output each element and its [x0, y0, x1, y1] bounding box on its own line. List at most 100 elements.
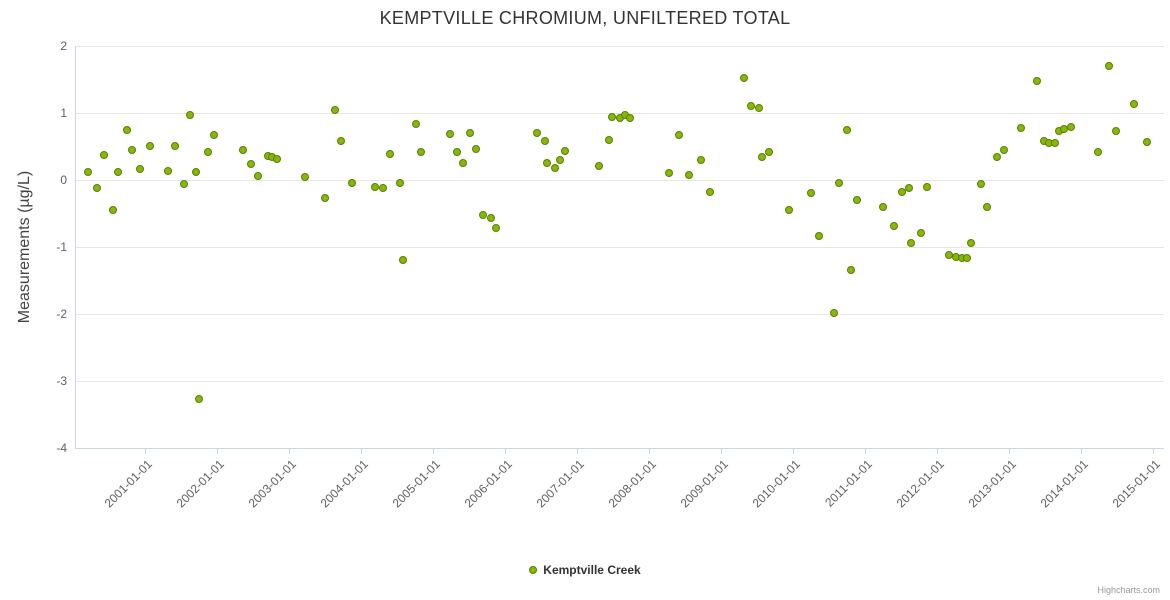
- data-point[interactable]: [417, 147, 426, 156]
- data-point[interactable]: [194, 395, 203, 404]
- data-point[interactable]: [835, 178, 844, 187]
- data-point[interactable]: [897, 188, 906, 197]
- data-point[interactable]: [445, 129, 454, 138]
- data-point[interactable]: [1104, 62, 1113, 71]
- data-point[interactable]: [272, 155, 281, 164]
- legend-item-kemptville-creek[interactable]: Kemptville Creek: [529, 563, 641, 577]
- data-point[interactable]: [740, 74, 749, 83]
- x-axis-tick: [649, 448, 651, 454]
- data-point[interactable]: [765, 147, 774, 156]
- data-point[interactable]: [1067, 123, 1076, 132]
- data-point[interactable]: [1112, 127, 1121, 136]
- data-point[interactable]: [551, 163, 560, 172]
- x-axis-label: 2010-01-01: [749, 457, 803, 511]
- data-point[interactable]: [905, 184, 914, 193]
- data-point[interactable]: [1130, 100, 1139, 109]
- data-point[interactable]: [453, 147, 462, 156]
- data-point[interactable]: [665, 169, 674, 178]
- data-point[interactable]: [561, 147, 570, 156]
- grid-line: [75, 381, 1164, 382]
- data-point[interactable]: [253, 171, 262, 180]
- data-point[interactable]: [145, 141, 154, 150]
- data-point[interactable]: [203, 147, 212, 156]
- data-point[interactable]: [696, 155, 705, 164]
- data-point[interactable]: [163, 167, 172, 176]
- data-point[interactable]: [247, 159, 256, 168]
- x-axis-label: 2012-01-01: [893, 457, 948, 511]
- data-point[interactable]: [486, 214, 495, 223]
- data-point[interactable]: [192, 167, 200, 176]
- data-point[interactable]: [543, 159, 552, 168]
- data-point[interactable]: [179, 180, 188, 189]
- data-point[interactable]: [1032, 76, 1041, 85]
- data-point[interactable]: [127, 145, 136, 154]
- data-point[interactable]: [459, 159, 468, 168]
- data-point[interactable]: [465, 129, 474, 138]
- data-point[interactable]: [807, 188, 816, 197]
- data-point[interactable]: [238, 145, 247, 154]
- data-point[interactable]: [135, 165, 144, 174]
- data-point[interactable]: [109, 206, 118, 215]
- data-point[interactable]: [1000, 145, 1009, 154]
- x-axis-label: 2002-01-01: [173, 457, 227, 511]
- data-point[interactable]: [879, 202, 888, 211]
- data-point[interactable]: [815, 232, 823, 241]
- data-point[interactable]: [758, 153, 767, 162]
- data-point[interactable]: [889, 222, 898, 231]
- data-point[interactable]: [1016, 123, 1025, 132]
- data-point[interactable]: [533, 129, 542, 138]
- data-point[interactable]: [917, 228, 926, 237]
- data-point[interactable]: [411, 119, 420, 128]
- x-axis-label: 2015-01-01: [1109, 457, 1164, 511]
- data-point[interactable]: [784, 206, 793, 215]
- data-point[interactable]: [1142, 137, 1151, 146]
- data-point[interactable]: [605, 135, 614, 144]
- data-point[interactable]: [755, 104, 764, 113]
- data-point[interactable]: [385, 149, 394, 158]
- data-point[interactable]: [923, 182, 932, 191]
- data-point[interactable]: [747, 102, 756, 111]
- data-point[interactable]: [966, 238, 975, 247]
- data-point[interactable]: [337, 137, 346, 146]
- legend: Kemptville Creek: [0, 563, 1170, 577]
- data-point[interactable]: [99, 151, 108, 160]
- data-point[interactable]: [830, 309, 839, 318]
- data-point[interactable]: [843, 125, 852, 134]
- data-point[interactable]: [847, 265, 856, 274]
- data-point[interactable]: [491, 224, 500, 233]
- data-point[interactable]: [626, 113, 635, 122]
- data-point[interactable]: [992, 153, 1001, 162]
- data-point[interactable]: [171, 141, 180, 150]
- data-point[interactable]: [962, 253, 971, 262]
- data-point[interactable]: [347, 178, 356, 187]
- data-point[interactable]: [92, 184, 101, 193]
- x-axis-label: 2005-01-01: [389, 457, 443, 511]
- data-point[interactable]: [210, 131, 218, 140]
- data-point[interactable]: [540, 137, 549, 146]
- x-axis-tick: [793, 448, 795, 454]
- data-point[interactable]: [395, 178, 404, 187]
- data-point[interactable]: [853, 196, 862, 205]
- credits-link[interactable]: Highcharts.com: [1097, 585, 1160, 595]
- data-point[interactable]: [300, 173, 309, 182]
- data-point[interactable]: [185, 111, 194, 119]
- data-point[interactable]: [907, 238, 916, 247]
- chart-title: KEMPTVILLE CHROMIUM, UNFILTERED TOTAL: [379, 8, 791, 28]
- data-point[interactable]: [705, 188, 714, 197]
- data-point[interactable]: [472, 145, 481, 154]
- data-point[interactable]: [595, 161, 604, 170]
- data-point[interactable]: [555, 155, 564, 164]
- data-point[interactable]: [399, 255, 408, 264]
- data-point[interactable]: [675, 131, 684, 140]
- data-point[interactable]: [378, 184, 387, 193]
- data-point[interactable]: [320, 194, 329, 203]
- data-point[interactable]: [122, 125, 131, 134]
- data-point[interactable]: [977, 180, 986, 189]
- data-point[interactable]: [1094, 147, 1103, 156]
- data-point[interactable]: [331, 106, 339, 115]
- data-point[interactable]: [83, 167, 92, 176]
- data-point[interactable]: [1050, 139, 1059, 148]
- data-point[interactable]: [982, 202, 991, 211]
- data-point[interactable]: [114, 167, 123, 176]
- data-point[interactable]: [685, 171, 694, 180]
